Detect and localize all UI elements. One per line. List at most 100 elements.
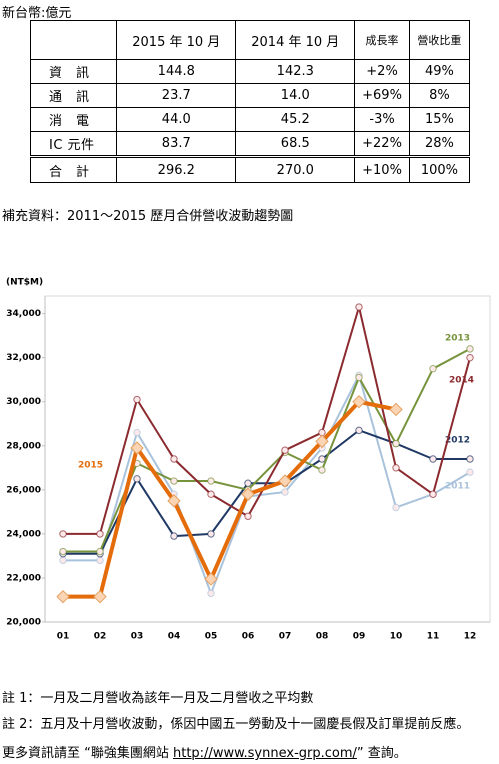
- marker: [429, 490, 437, 498]
- y-tick-label: 22,000: [6, 573, 41, 583]
- more-info: 更多資訊請至 “聯強集團網站 http://www.synnex-grp.com…: [2, 742, 407, 761]
- series-label: 2011: [445, 482, 470, 492]
- header-cell: 成長率: [354, 20, 410, 60]
- x-tick-label: 03: [131, 632, 144, 642]
- table-cell: +2%: [354, 59, 410, 84]
- x-tick-label: 10: [390, 632, 403, 642]
- marker: [355, 303, 363, 311]
- marker: [244, 512, 252, 520]
- text: ” 查詢。: [356, 746, 407, 761]
- text: 更多資訊請至 “聯強集團網站: [2, 746, 173, 761]
- y-tick-label: 24,000: [6, 529, 41, 539]
- plot-frame: [44, 295, 491, 623]
- marker: [392, 464, 400, 472]
- table-cell: 142.3: [235, 59, 356, 84]
- marker: [167, 494, 181, 508]
- marker: [315, 434, 329, 449]
- marker: [281, 488, 289, 496]
- marker: [352, 395, 366, 409]
- marker: [241, 487, 255, 501]
- x-tick-label: 11: [427, 632, 440, 642]
- note: 註 2：五月及十月營收波動，係因中國五一勞動及十一國慶長假及訂單提前反應。: [2, 717, 470, 732]
- table-cell: +10%: [354, 155, 410, 183]
- caption: 補充資料：2011～2015 歷月合併營收波動趨勢圖: [2, 209, 294, 224]
- series-label: 2014: [449, 376, 474, 386]
- marker: [96, 547, 104, 556]
- x-tick-label: 09: [353, 632, 366, 642]
- marker: [244, 479, 252, 487]
- marker: [318, 466, 326, 474]
- marker: [130, 441, 144, 455]
- marker: [466, 353, 474, 362]
- header-cell: [29, 20, 118, 60]
- table-cell: +69%: [354, 83, 410, 108]
- marker: [133, 395, 141, 404]
- header-row: 2015 年 10 月 2014 年 10 月 成長率 營收比重: [29, 20, 471, 60]
- x-tick-label: 07: [279, 632, 292, 642]
- marker: [281, 446, 289, 454]
- table-cell: 資 訊: [29, 59, 118, 84]
- y-tick-label: 30,000: [6, 397, 41, 407]
- marker: [56, 589, 70, 604]
- link[interactable]: http://www.synnex-grp.com/: [173, 746, 357, 761]
- y-axis-label: (NT$M): [6, 278, 43, 288]
- marker: [392, 503, 400, 512]
- marker: [204, 572, 218, 586]
- marker: [93, 589, 107, 604]
- series-label: 2013: [445, 334, 470, 344]
- y-tick-label: 26,000: [6, 485, 41, 495]
- series: 2012: [59, 426, 474, 558]
- marker: [318, 455, 326, 463]
- marker: [466, 455, 474, 463]
- marker: [96, 556, 104, 565]
- marker: [207, 530, 215, 538]
- marker: [429, 455, 437, 463]
- series: 2015: [56, 395, 403, 604]
- table-cell: 100%: [408, 155, 471, 183]
- marker: [59, 547, 67, 556]
- marker: [96, 530, 104, 538]
- table-cell: 28%: [408, 131, 471, 157]
- marker: [207, 490, 215, 498]
- table-cell: IC 元件: [29, 131, 118, 157]
- revenue-table: 2015 年 10 月 2014 年 10 月 成長率 營收比重 資 訊 144.…: [29, 20, 471, 183]
- marker: [429, 364, 437, 373]
- table-row: 通 訊 23.7 14.0 +69% 8%: [29, 83, 471, 108]
- unit: 新台幣:億元: [2, 6, 72, 21]
- chart: (NT$M) 20,000 22,000 24,000 26,000 28,000 30,0…: [6, 278, 491, 642]
- marker: [207, 589, 215, 598]
- marker: [389, 402, 403, 417]
- marker: [466, 468, 474, 476]
- x-tick-label: 01: [57, 632, 70, 642]
- y-tick-label: 28,000: [6, 441, 41, 451]
- table-row: 資 訊 144.8 142.3 +2% 49%: [29, 59, 471, 84]
- y-tick-label: 34,000: [6, 309, 41, 319]
- series-label: 2012: [445, 436, 470, 446]
- header-cell: 2015 年 10 月: [116, 20, 237, 60]
- table-body: 資 訊 144.8 142.3 +2% 49% 通 訊 23.7 14.0 +69% 8% 消 電 4…: [29, 59, 471, 183]
- note: 註 1：一月及二月營收為該年一月及二月營收之平均數: [2, 691, 314, 706]
- table-cell: 144.8: [116, 59, 237, 84]
- table-cell: 14.0: [235, 83, 356, 108]
- series-line: [63, 399, 397, 599]
- table-row: IC 元件 83.7 68.5 +22% 28%: [29, 131, 471, 157]
- table-cell: 23.7: [116, 83, 237, 108]
- x-tick-label: 08: [316, 632, 329, 642]
- table-cell: 49%: [408, 59, 471, 84]
- marker: [59, 530, 67, 538]
- y-tick-label: 20,000: [6, 618, 41, 628]
- table-cell: 270.0: [235, 155, 356, 183]
- marker: [466, 345, 474, 353]
- table-cell: 8%: [408, 83, 471, 108]
- marker: [170, 477, 178, 485]
- marker: [392, 439, 400, 448]
- marker: [207, 477, 215, 485]
- table-cell: 消 電: [29, 107, 118, 132]
- marker: [170, 455, 178, 463]
- header-cell: 營收比重: [408, 20, 471, 60]
- x-tick-label: 02: [94, 632, 107, 642]
- series-label: 2015: [78, 461, 103, 471]
- series: 2013: [59, 334, 474, 556]
- x-tick-label: 06: [242, 632, 255, 642]
